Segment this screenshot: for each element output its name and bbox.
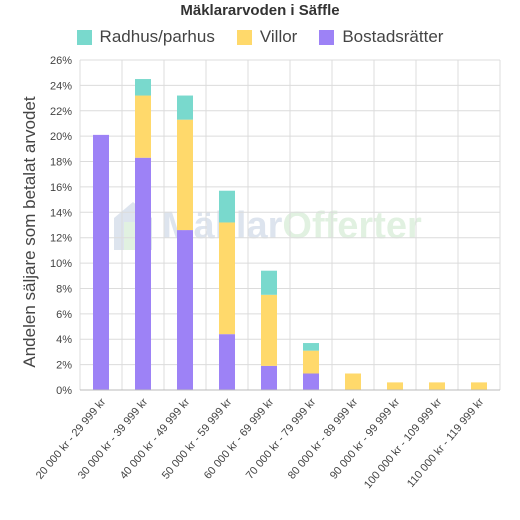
legend-item[interactable]: Radhus/parhus [76, 27, 215, 47]
x-tick-label: 60 000 kr - 69 999 kr [202, 396, 277, 482]
bar-segment [219, 334, 235, 390]
x-tick-label: 30 000 kr - 39 999 kr [76, 396, 151, 482]
bar-segment [261, 270, 277, 295]
legend: Radhus/parhus Villor Bostadsrätter [0, 27, 520, 47]
legend-label: Bostadsrätter [342, 27, 444, 46]
legend-label: Radhus/parhus [99, 27, 215, 46]
y-tick-label: 20% [50, 131, 72, 143]
x-tick-label: 110 000 kr - 119 999 kr [405, 396, 486, 490]
bar-segment [219, 222, 235, 335]
legend-swatch [236, 29, 252, 45]
bar-segment [303, 350, 319, 374]
legend-swatch [319, 29, 335, 45]
legend-label: Villor [259, 27, 298, 46]
bar-segment [261, 365, 277, 390]
y-tick-label: 2% [56, 360, 72, 372]
bar-segment [303, 343, 319, 351]
bar-segment [177, 119, 193, 231]
y-tick-label: 8% [56, 283, 72, 295]
x-tick-label: 80 000 kr - 89 999 kr [286, 396, 361, 482]
y-tick-label: 12% [50, 233, 72, 245]
y-tick-label: 16% [50, 182, 72, 194]
bar-segment [429, 382, 445, 390]
chart-title: Mäklararvoden i Säffle [180, 2, 340, 19]
bar-segment [93, 134, 109, 390]
y-tick-label: 14% [50, 207, 72, 219]
bar-segment [387, 382, 403, 390]
y-tick-label: 6% [56, 309, 72, 321]
x-tick-label: 100 000 kr - 109 999 kr [362, 396, 445, 491]
x-tick-label: 50 000 kr - 59 999 kr [160, 396, 235, 482]
bar-segment [135, 95, 151, 158]
y-tick-label: 24% [50, 80, 72, 92]
bar-segment [345, 373, 361, 390]
x-tick-label: 20 000 kr - 29 999 kr [34, 396, 109, 482]
bar-segment [135, 157, 151, 390]
legend-item[interactable]: Bostadsrätter [319, 27, 443, 47]
bar-segment [135, 79, 151, 96]
x-tick-label: 40 000 kr - 49 999 kr [118, 396, 193, 482]
x-tick-label: 90 000 kr - 99 999 kr [328, 396, 403, 482]
y-tick-label: 0% [56, 385, 72, 397]
bar-segment [471, 382, 487, 390]
y-tick-label: 4% [56, 334, 72, 346]
y-tick-label: 26% [50, 55, 72, 67]
y-tick-label: 10% [50, 258, 72, 270]
bar-segment [177, 230, 193, 390]
legend-item[interactable]: Villor [236, 27, 298, 47]
y-tick-label: 18% [50, 157, 72, 169]
bar-segment [177, 95, 193, 120]
bar-segment [219, 190, 235, 223]
bar-segment [303, 373, 319, 390]
bar-segment [261, 294, 277, 366]
x-tick-label: 70 000 kr - 79 999 kr [244, 396, 319, 482]
y-tick-label: 22% [50, 106, 72, 118]
legend-swatch [76, 29, 92, 45]
